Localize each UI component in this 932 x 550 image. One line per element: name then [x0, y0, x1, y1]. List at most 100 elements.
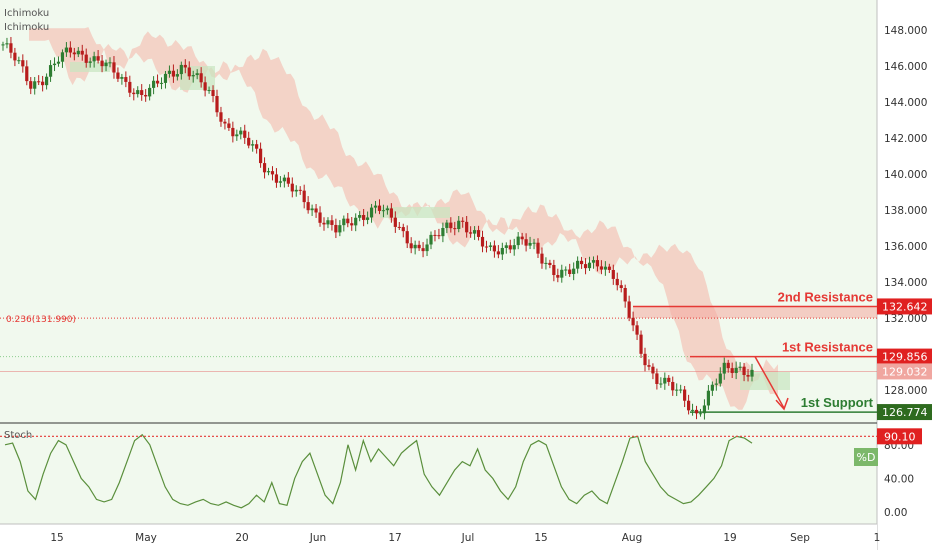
- candle-body: [627, 301, 631, 318]
- candle-body: [635, 325, 639, 335]
- candle-body: [615, 278, 619, 286]
- resistance-zone: [633, 306, 877, 318]
- candle-body: [536, 242, 540, 254]
- candle-body: [92, 56, 96, 62]
- candle-body: [195, 73, 199, 76]
- candle-body: [294, 189, 298, 192]
- candle-body: [120, 77, 124, 79]
- candle-body: [726, 362, 730, 369]
- candle-body: [326, 220, 330, 225]
- candle-body: [258, 148, 263, 164]
- candle-body: [179, 64, 183, 75]
- price-tick-label: 132.000: [884, 313, 927, 325]
- candle-body: [219, 112, 223, 122]
- candle-body: [746, 375, 750, 377]
- candle-body: [318, 212, 322, 223]
- candle-body: [457, 220, 461, 229]
- candle-body: [191, 75, 195, 77]
- candle-body: [298, 189, 302, 191]
- candle-body: [338, 225, 342, 233]
- time-tick-label: Jun: [309, 532, 326, 544]
- candle-body: [358, 215, 362, 218]
- candle-body: [651, 366, 655, 374]
- candle-body: [465, 221, 469, 233]
- candle-body: [159, 82, 164, 84]
- candle-body: [631, 317, 635, 326]
- candle-body: [520, 236, 524, 240]
- candle-body: [144, 95, 148, 97]
- candle-body: [33, 81, 37, 89]
- stoch-tick-label: 40.00: [884, 473, 914, 485]
- candle-body: [29, 81, 33, 89]
- indicator-label-ichimoku-1[interactable]: Ichimoku: [4, 8, 50, 19]
- candle-body: [155, 80, 160, 84]
- candle-body: [211, 90, 215, 96]
- candle-body: [389, 208, 393, 218]
- candle-body: [132, 92, 136, 95]
- candle-body: [171, 70, 176, 77]
- time-tick-label: May: [135, 532, 157, 544]
- candle-body: [84, 54, 88, 63]
- candle-body: [730, 368, 734, 374]
- candle-body: [698, 413, 703, 415]
- candle-body: [722, 362, 726, 374]
- candle-body: [381, 210, 386, 212]
- price-value-box: [877, 363, 932, 380]
- candle-body: [76, 50, 80, 55]
- candle-body: [488, 245, 493, 247]
- candle-body: [151, 80, 156, 88]
- candle-body: [183, 64, 187, 68]
- level-lines: [0, 305, 877, 413]
- candle-body: [643, 353, 647, 366]
- candle-body: [524, 239, 528, 246]
- candle-body: [235, 134, 239, 137]
- candle-body: [647, 365, 651, 367]
- stoch-legend-badge: [854, 448, 878, 466]
- candle-body: [56, 61, 61, 64]
- time-axis-background[interactable]: [0, 524, 877, 550]
- candle-body: [675, 389, 679, 391]
- candle-body: [504, 245, 508, 248]
- candle-body: [694, 409, 699, 414]
- price-axis-background[interactable]: [877, 0, 932, 550]
- candle-body: [274, 174, 279, 183]
- candle-body: [671, 381, 675, 391]
- candle-body: [270, 171, 275, 175]
- candle-body: [686, 400, 691, 411]
- candle-body: [484, 246, 489, 248]
- price-tick-label: 148.000: [884, 25, 927, 37]
- candle-body: [417, 244, 421, 249]
- candle-body: [548, 262, 552, 266]
- candle-body: [385, 208, 390, 211]
- candle-body: [9, 43, 13, 53]
- candle-body: [564, 269, 568, 271]
- candle-body: [314, 208, 318, 213]
- forecast-arrow: [754, 356, 785, 409]
- candle-body: [100, 60, 104, 67]
- candle-body: [342, 218, 346, 226]
- stochastic-oscillator: [0, 433, 877, 509]
- candle-body: [572, 268, 576, 275]
- candle-body: [619, 285, 623, 289]
- price-value-box-text: 129.856: [882, 351, 928, 364]
- candle-body: [702, 405, 707, 414]
- candle-body: [401, 227, 405, 232]
- candle-body: [718, 373, 722, 384]
- candle-body: [583, 264, 588, 269]
- indicator-label-ichimoku-2[interactable]: Ichimoku: [4, 22, 50, 33]
- candle-body: [60, 52, 65, 62]
- candle-body: [116, 72, 120, 79]
- price-tick-label: 146.000: [884, 61, 927, 73]
- oscillator-label[interactable]: Stoch: [4, 430, 33, 441]
- candle-body: [5, 43, 9, 45]
- candle-body: [112, 62, 116, 73]
- candle-body: [441, 227, 445, 237]
- candle-body: [68, 47, 72, 53]
- candle-body: [72, 52, 76, 55]
- candle-body: [437, 235, 441, 237]
- candle-body: [231, 127, 235, 137]
- candle-body: [496, 251, 500, 255]
- candle-body: [445, 222, 449, 228]
- candle-body: [742, 366, 746, 376]
